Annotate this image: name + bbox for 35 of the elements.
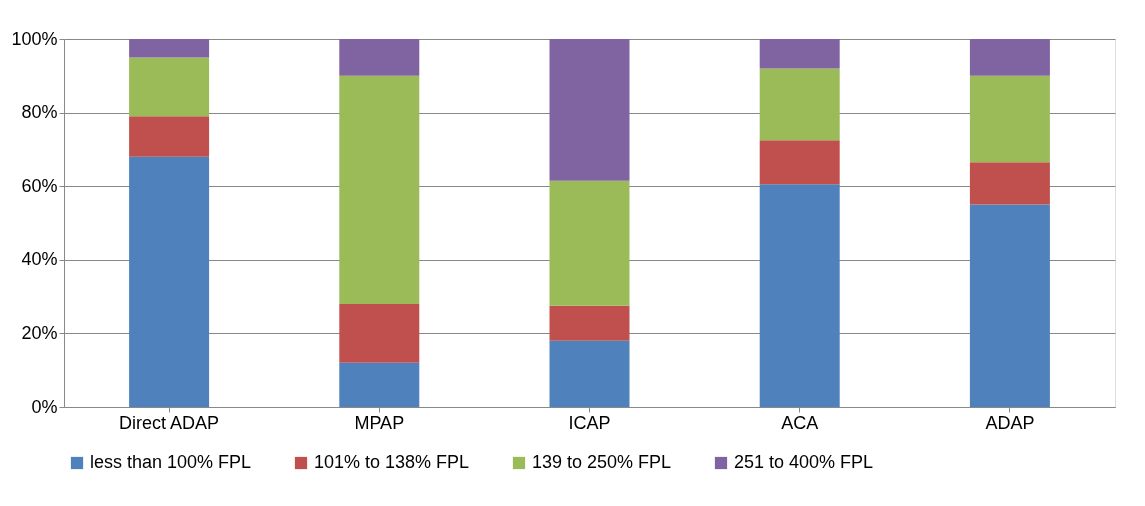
x-tick-label: Direct ADAP	[119, 412, 220, 433]
y-tick-label: 40%	[21, 249, 58, 270]
legend-label: 251 to 400% FPL	[734, 452, 874, 472]
bar	[549, 340, 630, 407]
bar	[969, 162, 1050, 205]
legend-label: 101% to 138% FPL	[314, 452, 470, 472]
bar	[129, 39, 210, 58]
y-tick-label: 60%	[21, 175, 58, 196]
x-tick-label: ICAP	[568, 412, 611, 433]
x-tick-label: MPAP	[354, 412, 405, 433]
bar	[759, 68, 840, 141]
x-tick-label: ADAP	[985, 412, 1035, 433]
bar	[759, 39, 840, 69]
bar	[969, 75, 1050, 163]
y-tick-label: 0%	[31, 396, 58, 417]
y-tick-label: 80%	[21, 102, 58, 123]
bar	[129, 116, 210, 157]
bar	[969, 39, 1050, 76]
bar	[339, 362, 420, 407]
bar	[129, 57, 210, 117]
y-tick-label: 20%	[21, 322, 58, 343]
bar	[549, 305, 630, 341]
bar	[549, 180, 630, 306]
bar	[759, 140, 840, 185]
legend-label: 139 to 250% FPL	[532, 452, 672, 472]
y-tick-label: 100%	[11, 28, 58, 49]
legend-label: less than 100% FPL	[90, 452, 252, 472]
bar	[339, 75, 420, 304]
bar	[339, 39, 420, 76]
bar	[339, 303, 420, 363]
x-tick-label: ACA	[781, 412, 819, 433]
bar	[759, 184, 840, 407]
bar	[549, 39, 630, 181]
bar	[129, 156, 210, 407]
bar	[969, 204, 1050, 407]
